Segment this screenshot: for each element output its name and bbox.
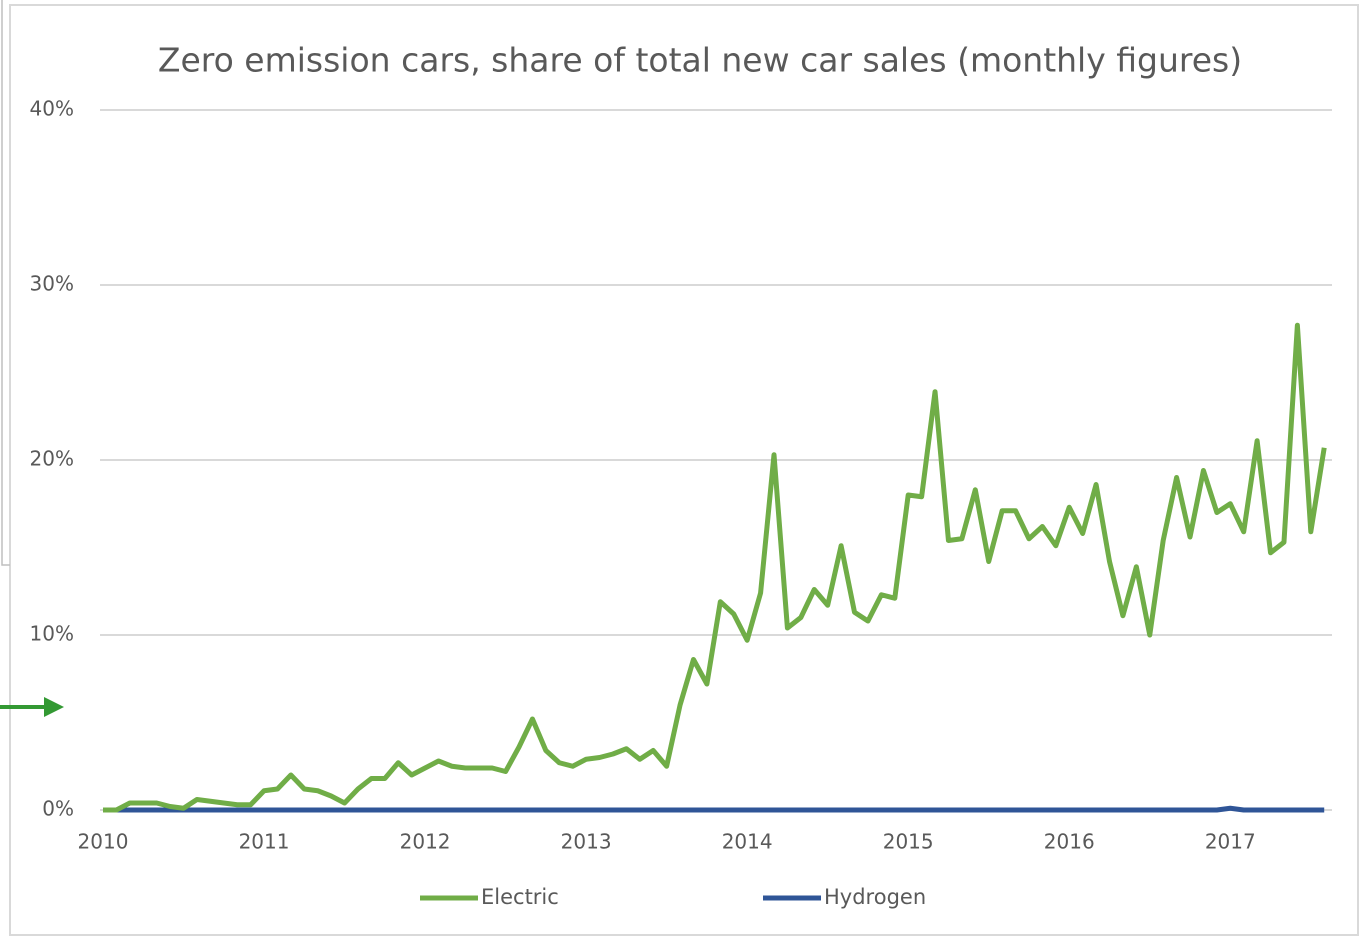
- line-series: [103, 322, 1327, 813]
- chart-title: Zero emission cars, share of total new c…: [158, 41, 1242, 80]
- y-tick-label: 10%: [30, 622, 74, 646]
- y-tick-label: 0%: [42, 797, 74, 821]
- y-tick-label: 30%: [30, 272, 74, 296]
- x-tick-label: 2011: [239, 830, 290, 854]
- y-tick-label: 40%: [30, 97, 74, 121]
- arrow-head: [44, 697, 64, 717]
- legend-label: Hydrogen: [824, 885, 926, 909]
- line-series: [103, 805, 1325, 813]
- background-edge: [1, 0, 10, 566]
- x-tick-label: 2014: [722, 830, 773, 854]
- x-tick-label: 2013: [561, 830, 612, 854]
- y-tick-label: 20%: [30, 447, 74, 471]
- x-tick-label: 2015: [883, 830, 934, 854]
- x-tick-label: 2016: [1044, 830, 1095, 854]
- x-tick-label: 2017: [1205, 830, 1256, 854]
- chart-frame: [9, 4, 1359, 936]
- x-tick-label: 2010: [78, 830, 129, 854]
- legend-label: Electric: [481, 885, 559, 909]
- x-tick-label: 2012: [400, 830, 451, 854]
